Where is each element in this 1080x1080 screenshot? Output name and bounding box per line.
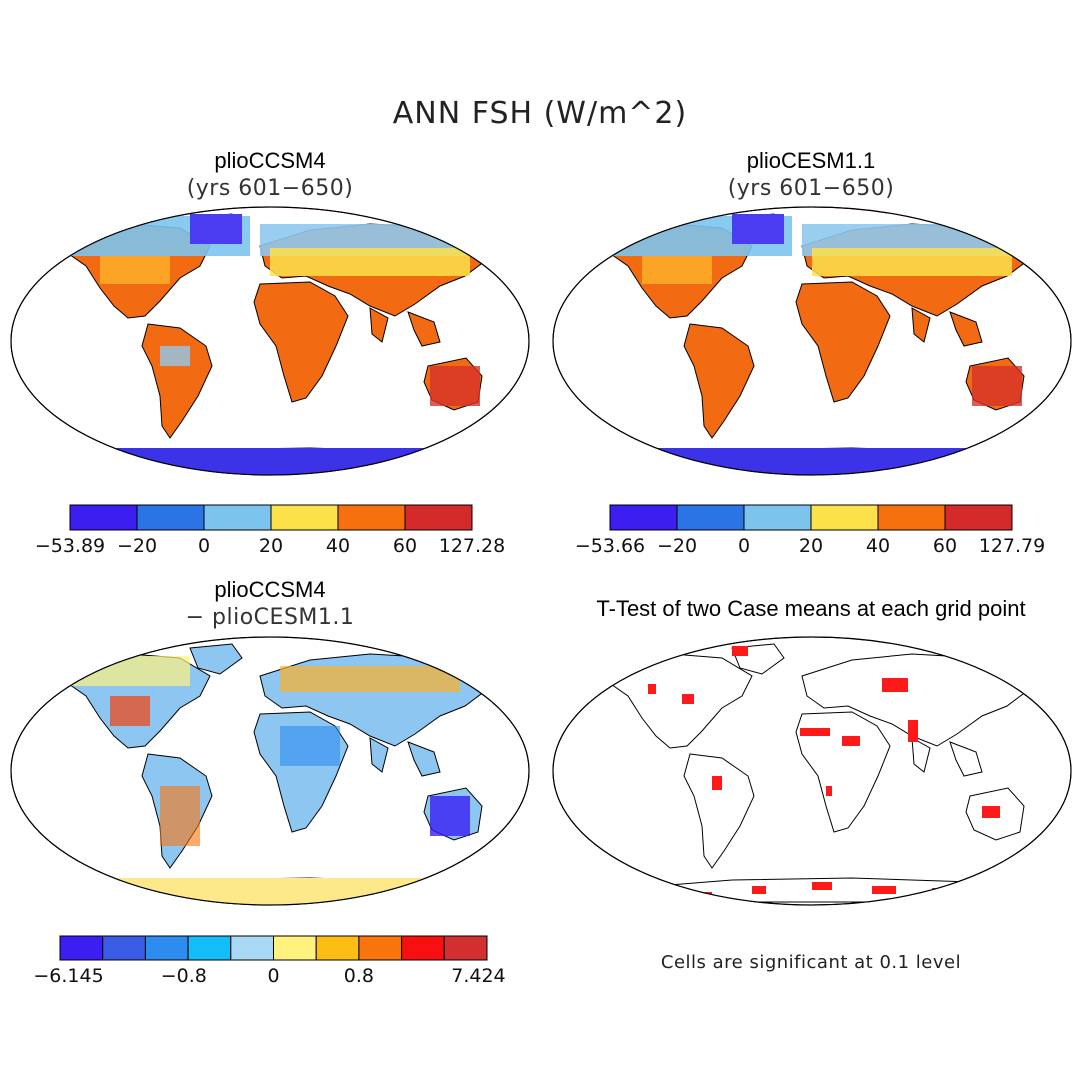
colorbar-swatch <box>144 935 189 961</box>
colorbar-tick-label: −53.89 <box>35 535 105 557</box>
significance-note: Cells are significant at 0.1 level <box>660 952 962 973</box>
colorbar-tick-label: 20 <box>259 535 283 557</box>
colorbar-tick-label: 0 <box>198 535 210 557</box>
colorbar-tick-label: 40 <box>866 535 890 557</box>
colorbar-swatch <box>676 504 745 531</box>
map-plioCESM1.1 <box>552 206 1072 476</box>
colorbar-swatch <box>401 935 445 961</box>
colorbar-plioCCSM4: −53.89 −20 0 20 40 60 127.28 <box>35 504 505 557</box>
colorbar-swatch <box>203 504 272 531</box>
colorbar-swatch <box>273 935 317 961</box>
colorbar-swatch <box>315 935 360 961</box>
colorbar-tick-label: −6.145 <box>33 965 103 987</box>
colorbar-swatch <box>404 504 473 531</box>
colorbar-tick-label: −20 <box>657 535 697 557</box>
panel-2-title: plioCESM1.1 <box>746 148 876 173</box>
colorbar-swatch <box>69 504 138 531</box>
colorbar-tick-label: 127.79 <box>979 535 1045 557</box>
colorbar-tick-label: −20 <box>117 535 157 557</box>
panel-3-title: plioCCSM4 <box>214 577 326 602</box>
colorbar-plioCESM1.1: −53.66 −20 0 20 40 60 127.79 <box>575 504 1045 557</box>
colorbar-tick-label: 20 <box>799 535 823 557</box>
panel-4-title: T-Test of two Case means at each grid po… <box>596 596 1026 621</box>
colorbar-tick-label: −0.8 <box>161 965 207 987</box>
colorbar-tick-label: 40 <box>326 535 350 557</box>
figure-title: ANN FSH (W/m^2) <box>392 96 688 131</box>
colorbar-swatch <box>358 935 403 961</box>
panel-1-title: plioCCSM4 <box>214 148 326 173</box>
colorbar-swatch <box>443 935 488 961</box>
colorbar-tick-label: 127.28 <box>439 535 505 557</box>
map-plioCCSM4 <box>10 206 530 476</box>
colorbar-swatch <box>609 504 678 531</box>
map-difference <box>10 636 530 906</box>
colorbar-swatch <box>877 504 946 531</box>
colorbar-swatch <box>810 504 879 531</box>
colorbar-swatch <box>102 935 146 961</box>
colorbar-tick-label: 0.8 <box>344 965 374 987</box>
colorbar-tick-label: 0 <box>267 965 279 987</box>
colorbar-difference: −6.145 −0.8 0 0.8 7.424 <box>33 935 506 987</box>
colorbar-swatch <box>187 935 232 961</box>
colorbar-swatch <box>136 504 205 531</box>
colorbar-swatch <box>743 504 812 531</box>
colorbar-swatch <box>230 935 275 961</box>
colorbar-tick-label: −53.66 <box>575 535 645 557</box>
panel-2-subtitle: (yrs 601−650) <box>727 176 895 201</box>
colorbar-tick-label: 0 <box>738 535 750 557</box>
colorbar-tick-label: 7.424 <box>451 965 505 987</box>
colorbar-swatch <box>59 935 104 961</box>
panel-3-subtitle: − plioCESM1.1 <box>185 605 355 630</box>
colorbar-tick-label: 60 <box>933 535 957 557</box>
colorbar-swatch <box>270 504 339 531</box>
panel-1-subtitle: (yrs 601−650) <box>186 176 354 201</box>
colorbar-swatch <box>337 504 406 531</box>
colorbar-swatch <box>944 504 1013 531</box>
colorbar-tick-label: 60 <box>393 535 417 557</box>
map-ttest <box>552 636 1072 906</box>
